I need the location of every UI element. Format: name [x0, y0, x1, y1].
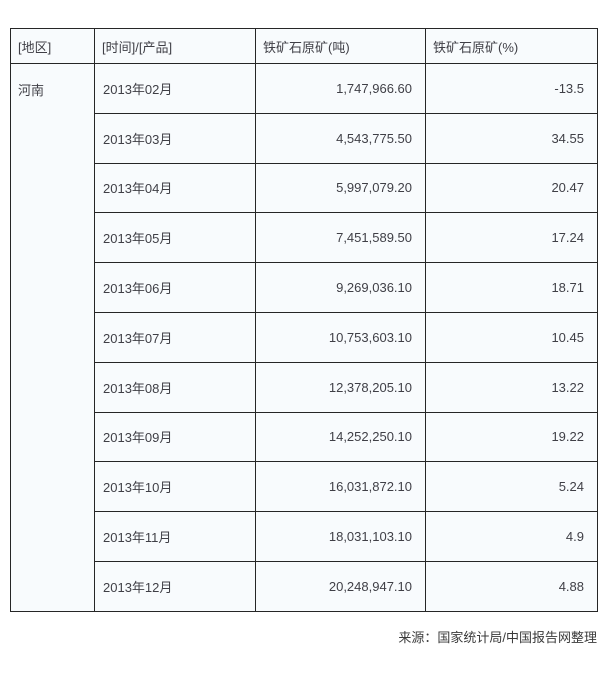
column-header-region: [地区]: [10, 28, 95, 64]
table-row: 2013年08月 12,378,205.10 13.22: [11, 361, 598, 413]
table-row: 2013年12月 20,248,947.10 4.88: [11, 560, 598, 612]
tons-cell: 5,997,079.20: [255, 162, 426, 214]
period-cell: 2013年09月: [94, 411, 256, 463]
period-cell: 2013年05月: [94, 212, 256, 264]
tons-cell: 14,252,250.10: [255, 411, 426, 463]
table-row: 河南 2013年02月 1,747,966.60 -13.5: [10, 63, 598, 612]
tons-cell: 1,747,966.60: [255, 63, 426, 114]
table-row: 2013年04月 5,997,079.20 20.47: [11, 162, 598, 214]
table-row: 2013年11月 18,031,103.10 4.9: [11, 511, 598, 562]
period-cell: 2013年03月: [94, 112, 256, 164]
table-row: 2013年07月 10,753,603.10 10.45: [11, 311, 598, 363]
tons-cell: 4,543,775.50: [255, 112, 426, 164]
tons-cell: 16,031,872.10: [255, 461, 426, 513]
table-row: 2013年05月 7,451,589.50 17.24: [11, 212, 598, 264]
pct-cell: 19.22: [425, 411, 598, 463]
column-header-percent: 铁矿石原矿(%): [425, 28, 598, 64]
region-cell: 河南: [10, 63, 95, 612]
period-cell: 2013年02月: [94, 63, 256, 114]
period-cell: 2013年08月: [94, 361, 256, 413]
pct-cell: 17.24: [425, 212, 598, 264]
pct-cell: 5.24: [425, 461, 598, 513]
statistics-table-container: [地区] [时间]/[产品] 铁矿石原矿(吨) 铁矿石原矿(%) 河南 2013…: [10, 28, 598, 612]
tons-cell: 12,378,205.10: [255, 361, 426, 413]
pct-cell: -13.5: [425, 63, 598, 114]
table-row: 2013年09月 14,252,250.10 19.22: [11, 411, 598, 463]
tons-cell: 9,269,036.10: [255, 262, 426, 313]
tons-cell: 20,248,947.10: [255, 560, 426, 612]
tons-cell: 10,753,603.10: [255, 311, 426, 363]
pct-cell: 4.88: [425, 560, 598, 612]
tons-cell: 7,451,589.50: [255, 212, 426, 264]
tons-cell: 18,031,103.10: [255, 511, 426, 562]
source-note: 来源：国家统计局/中国报告网整理: [398, 629, 597, 645]
period-cell: 2013年11月: [94, 511, 256, 562]
table-row: 2013年03月 4,543,775.50 34.55: [11, 112, 598, 164]
pct-cell: 18.71: [425, 262, 598, 313]
pct-cell: 4.9: [425, 511, 598, 562]
pct-cell: 13.22: [425, 361, 598, 413]
pct-cell: 34.55: [425, 112, 598, 164]
period-cell: 2013年07月: [94, 311, 256, 363]
column-header-tons: 铁矿石原矿(吨): [255, 28, 426, 64]
column-header-period: [时间]/[产品]: [94, 28, 256, 64]
pct-cell: 10.45: [425, 311, 598, 363]
period-cell: 2013年06月: [94, 262, 256, 313]
period-cell: 2013年04月: [94, 162, 256, 214]
statistics-table: [地区] [时间]/[产品] 铁矿石原矿(吨) 铁矿石原矿(%) 河南 2013…: [10, 28, 598, 612]
period-cell: 2013年10月: [94, 461, 256, 513]
table-row: 2013年10月 16,031,872.10 5.24: [11, 461, 598, 513]
period-cell: 2013年12月: [94, 560, 256, 612]
header-row: [地区] [时间]/[产品] 铁矿石原矿(吨) 铁矿石原矿(%): [10, 28, 598, 64]
pct-cell: 20.47: [425, 162, 598, 214]
table-row: 2013年06月 9,269,036.10 18.71: [11, 262, 598, 313]
